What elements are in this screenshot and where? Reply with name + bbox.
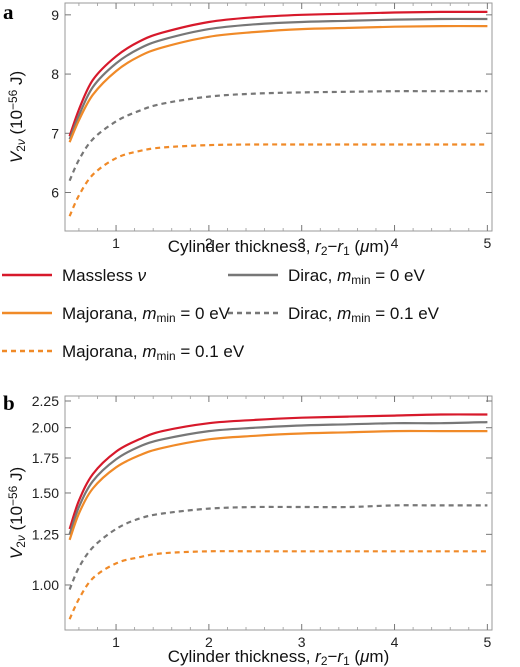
y-axis-label: V2ν (10−56 J) — [6, 71, 28, 163]
y-tick-label: 1.50 — [32, 485, 59, 501]
legend-item: Dirac, mmin = 0 eV — [228, 266, 425, 287]
legend-label: Majorana, mmin = 0.1 eV — [62, 342, 245, 363]
legend: Massless ν Dirac, mmin = 0 eV Majorana, mm… — [2, 266, 440, 363]
series-line-4 — [68, 90, 488, 182]
series-line-2 — [68, 421, 488, 535]
y-tick-label: 6 — [51, 185, 59, 201]
panel-letter-b: b — [3, 391, 15, 415]
x-axis-label: Cylinder thickness, r2−r1 (μm) — [168, 647, 389, 667]
y-tick-label: 9 — [51, 7, 59, 23]
legend-label: Dirac, mmin = 0.1 eV — [288, 304, 440, 325]
y-tick-label: 1.00 — [32, 577, 59, 593]
x-axis-label: Cylinder thickness, r2−r1 (μm) — [168, 237, 389, 258]
series-line-2 — [68, 17, 488, 140]
x-tick-label: 3 — [298, 235, 306, 251]
legend-item: Majorana, mmin = 0 eV — [2, 304, 231, 325]
panel-b-chart: b 1 2 3 4 5 1.00 1.25 1.50 1.75 2.00 2.25 Cylinder … — [3, 391, 493, 667]
legend-item: Dirac, mmin = 0.1 eV — [228, 304, 440, 325]
x-tick-label: 4 — [391, 235, 399, 251]
series-line-3 — [68, 429, 488, 541]
x-tick-label: 1 — [112, 235, 120, 251]
y-axis-label: V2ν (10−56 J) — [6, 467, 28, 559]
plot-frame — [64, 2, 493, 232]
x-tick-label: 2 — [205, 634, 213, 650]
series-line-3 — [68, 24, 488, 143]
x-tick-label: 1 — [112, 634, 120, 650]
legend-label: Majorana, mmin = 0 eV — [62, 304, 231, 325]
legend-label: Massless ν — [62, 266, 147, 285]
panel-a-chart: a 1 2 3 4 5 6 7 8 9 Cylinder thickness, r2−r1 (μm… — [3, 0, 493, 258]
series-line-4 — [68, 504, 488, 591]
plot-frame — [64, 395, 493, 631]
y-tick-label: 1.75 — [32, 450, 59, 466]
x-tick-label: 5 — [483, 634, 491, 650]
x-tick-label: 3 — [298, 634, 306, 650]
x-tick-label: 5 — [483, 235, 491, 251]
legend-item: Massless ν — [2, 266, 147, 285]
x-tick-label: 4 — [391, 634, 399, 650]
y-tick-label: 7 — [51, 125, 59, 141]
series-line-1 — [68, 10, 488, 137]
series-line-1 — [68, 413, 488, 530]
y-tick-label: 1.25 — [32, 526, 59, 542]
panel-letter-a: a — [3, 0, 14, 24]
series-line-5 — [68, 143, 488, 217]
legend-item: Majorana, mmin = 0.1 eV — [2, 342, 245, 363]
series-line-5 — [68, 550, 488, 620]
y-tick-label: 8 — [51, 66, 59, 82]
y-tick-label: 2.00 — [32, 420, 59, 436]
x-tick-label: 2 — [205, 235, 213, 251]
y-tick-label: 2.25 — [32, 393, 59, 409]
legend-label: Dirac, mmin = 0 eV — [288, 266, 425, 287]
